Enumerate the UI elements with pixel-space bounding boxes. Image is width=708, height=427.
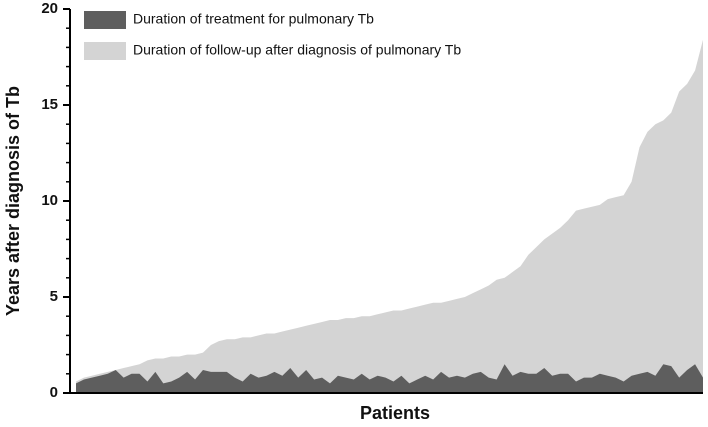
legend-swatch xyxy=(84,42,126,60)
y-tick-label: 15 xyxy=(41,96,58,113)
y-tick-label: 20 xyxy=(41,0,58,17)
legend-label: Duration of follow-up after diagnosis of… xyxy=(133,42,461,58)
area xyxy=(76,39,703,393)
x-axis-title: Patients xyxy=(360,403,430,423)
y-tick-label: 10 xyxy=(41,192,58,209)
legend-label: Duration of treatment for pulmonary Tb xyxy=(133,11,374,27)
area xyxy=(76,364,703,393)
legend-swatch xyxy=(84,11,126,29)
y-axis-title: Years after diagnosis of Tb xyxy=(3,86,23,316)
y-tick-label: 5 xyxy=(50,288,58,305)
y-tick-label: 0 xyxy=(50,384,58,401)
